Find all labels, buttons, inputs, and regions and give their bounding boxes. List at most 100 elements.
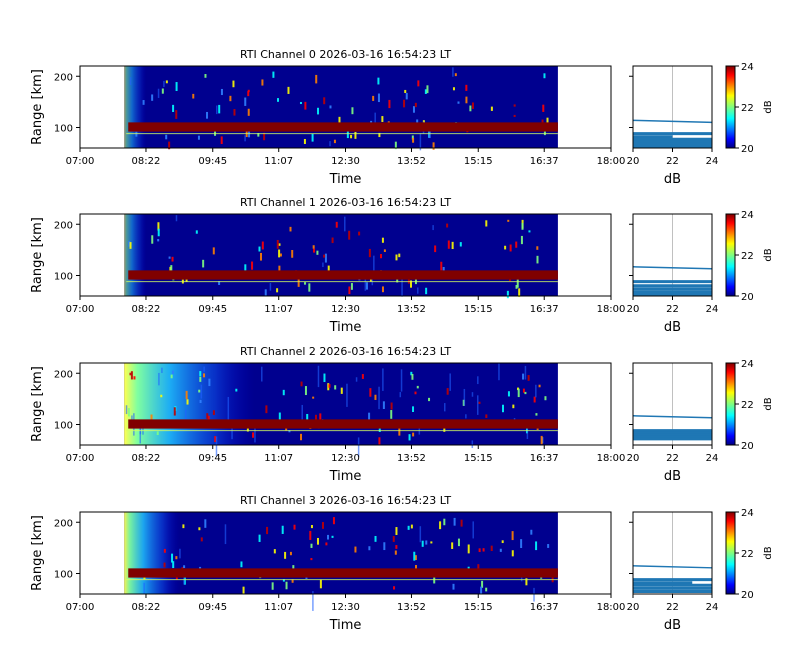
profile-x-tick-label: 20: [627, 453, 640, 464]
x-tick-label: 18:00: [597, 304, 626, 315]
colorbar-tick-label: 20: [741, 590, 754, 601]
x-tick-label: 07:00: [66, 304, 95, 315]
x-tick-label: 15:15: [464, 304, 493, 315]
y-tick-label: 200: [54, 72, 73, 83]
profile-line: [632, 266, 713, 270]
x-tick-label: 18:00: [597, 156, 626, 167]
noise-gradient: [124, 512, 180, 594]
x-tick-label: 09:45: [198, 602, 227, 613]
x-tick-label: 08:22: [132, 304, 161, 315]
x-tick-label: 08:22: [132, 453, 161, 464]
colorbar-tick-label: 22: [741, 103, 754, 114]
profile-x-label: dB: [664, 618, 681, 633]
rti-panel-1: RTI Channel 1 2026-03-16 16:54:23 LT 07:0…: [30, 196, 774, 335]
profile-x-tick-label: 24: [706, 156, 719, 167]
colorbar-tick-label: 24: [741, 508, 754, 519]
y-tick-label: 200: [54, 369, 73, 380]
x-tick-label: 07:00: [66, 602, 95, 613]
colorbar-tick-label: 20: [741, 292, 754, 303]
colorbar-label: dB: [763, 100, 774, 113]
profile-line: [632, 565, 713, 569]
colorbar-label: dB: [763, 546, 774, 559]
x-tick-label: 18:00: [597, 602, 626, 613]
colorbar-label: dB: [763, 397, 774, 410]
profile-x-tick-label: 20: [627, 304, 640, 315]
x-tick-label: 13:52: [397, 156, 426, 167]
strong-echo-band: [128, 122, 558, 132]
profile-x-tick-label: 20: [627, 156, 640, 167]
strong-echo-band: [128, 270, 558, 280]
panel-title: RTI Channel 1 2026-03-16 16:54:23 LT: [240, 196, 451, 209]
y-tick-label: 100: [54, 421, 73, 432]
x-tick-label: 13:52: [397, 453, 426, 464]
y-axis-label: Range [km]: [30, 366, 45, 442]
x-axis-label: Time: [329, 618, 362, 633]
rti-panel-0: RTI Channel 0 2026-03-16 16:54:23 LT 07:0…: [30, 48, 774, 187]
strong-echo-band: [128, 568, 558, 578]
profile-line: [632, 119, 713, 124]
x-tick-label: 12:30: [331, 453, 360, 464]
y-tick-label: 100: [54, 272, 73, 283]
x-tick-label: 11:07: [264, 156, 293, 167]
rti-panel-2: RTI Channel 2 2026-03-16 16:54:23 LT 07:0…: [30, 345, 774, 484]
colorbar-tick-label: 22: [741, 251, 754, 262]
profile-line: [632, 415, 713, 419]
heatmap-background: [124, 512, 558, 594]
x-tick-label: 08:22: [132, 602, 161, 613]
x-axis-label: Time: [329, 469, 362, 484]
x-tick-label: 07:00: [66, 453, 95, 464]
x-tick-label: 11:07: [264, 453, 293, 464]
x-tick-label: 16:37: [530, 304, 559, 315]
y-tick-label: 100: [54, 570, 73, 581]
colorbar-label: dB: [763, 248, 774, 261]
colorbar-tick-label: 24: [741, 210, 754, 221]
colorbar: [725, 213, 736, 297]
x-tick-label: 11:07: [264, 602, 293, 613]
colorbar-tick-label: 24: [741, 62, 754, 73]
profile-x-tick-label: 22: [666, 602, 679, 613]
profile-x-label: dB: [664, 320, 681, 335]
noise-gradient: [124, 66, 147, 148]
x-tick-label: 07:00: [66, 156, 95, 167]
x-tick-label: 12:30: [331, 304, 360, 315]
colorbar: [725, 511, 736, 595]
x-axis-label: Time: [329, 172, 362, 187]
x-axis-label: Time: [329, 320, 362, 335]
colorbar-tick-label: 22: [741, 400, 754, 411]
profile-x-tick-label: 22: [666, 156, 679, 167]
colorbar: [725, 362, 736, 446]
panel-title: RTI Channel 0 2026-03-16 16:54:23 LT: [240, 48, 451, 61]
x-tick-label: 16:37: [530, 453, 559, 464]
x-tick-label: 18:00: [597, 453, 626, 464]
profile-x-tick-label: 20: [627, 602, 640, 613]
x-tick-label: 15:15: [464, 453, 493, 464]
heatmap-background: [124, 214, 558, 296]
x-tick-label: 12:30: [331, 602, 360, 613]
y-axis-label: Range [km]: [30, 217, 45, 293]
colorbar-tick-label: 22: [741, 549, 754, 560]
x-tick-label: 12:30: [331, 156, 360, 167]
x-tick-label: 11:07: [264, 304, 293, 315]
profile-x-label: dB: [664, 172, 681, 187]
y-axis-label: Range [km]: [30, 515, 45, 591]
colorbar-tick-label: 20: [741, 441, 754, 452]
colorbar: [725, 65, 736, 149]
heatmap-speckle: [143, 517, 554, 611]
x-tick-label: 16:37: [530, 156, 559, 167]
colorbar-tick-label: 20: [741, 144, 754, 155]
x-tick-label: 15:15: [464, 602, 493, 613]
x-tick-label: 08:22: [132, 156, 161, 167]
y-tick-label: 100: [54, 124, 73, 135]
y-axis-label: Range [km]: [30, 69, 45, 145]
x-tick-label: 13:52: [397, 602, 426, 613]
x-tick-label: 09:45: [198, 156, 227, 167]
profile-x-tick-label: 22: [666, 453, 679, 464]
profile-x-tick-label: 24: [706, 602, 719, 613]
strong-echo-band: [128, 419, 558, 429]
colorbar-tick-label: 24: [741, 359, 754, 370]
x-tick-label: 09:45: [198, 453, 227, 464]
profile-x-tick-label: 22: [666, 304, 679, 315]
rti-panel-3: RTI Channel 3 2026-03-16 16:54:23 LT 07:0…: [30, 494, 774, 633]
y-tick-label: 200: [54, 518, 73, 529]
